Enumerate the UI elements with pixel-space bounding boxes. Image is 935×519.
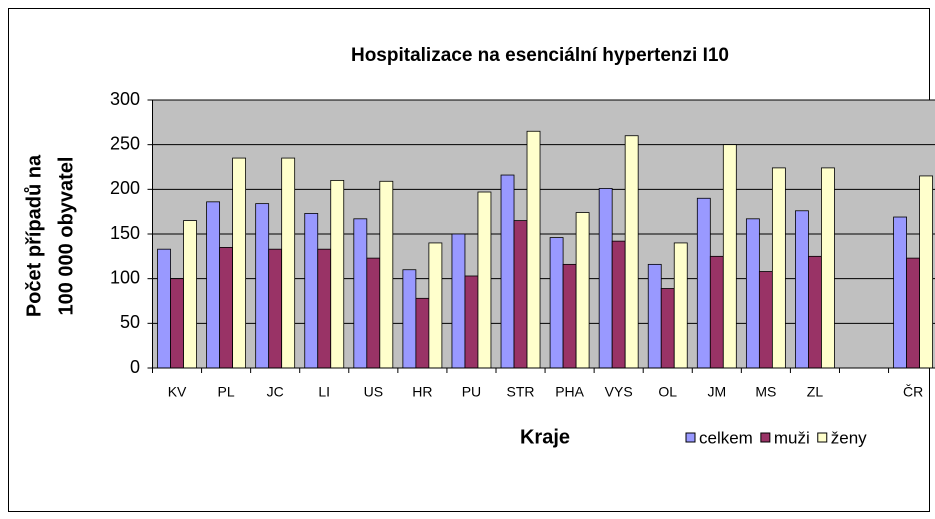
bar	[722, 144, 737, 369]
y-tick-label: 100	[110, 267, 140, 287]
y-tick-label: 50	[120, 312, 140, 332]
legend-label: ženy	[831, 428, 867, 447]
bar	[598, 188, 613, 369]
bar	[170, 278, 184, 369]
bar	[611, 240, 626, 369]
bar	[500, 174, 515, 369]
bar	[562, 263, 577, 369]
legend-label: muži	[774, 428, 810, 447]
bar	[451, 233, 466, 369]
bar	[893, 216, 907, 369]
y-tick-label: 300	[110, 89, 140, 109]
bar	[673, 242, 688, 369]
x-tick-label: PU	[462, 384, 481, 400]
bar	[415, 297, 430, 369]
x-tick-label: LI	[318, 384, 330, 400]
bar	[402, 269, 417, 369]
bar	[906, 257, 920, 369]
bar	[647, 263, 662, 369]
bar	[477, 191, 492, 369]
bar	[549, 237, 564, 369]
y-axis-label: 100 000 obyvatel	[55, 157, 77, 316]
bar	[219, 246, 234, 369]
bar	[464, 275, 479, 369]
x-tick-label: JC	[267, 384, 284, 400]
x-tick-label: STR	[507, 384, 535, 400]
bar	[821, 167, 835, 369]
x-tick-label: PHA	[555, 384, 584, 400]
bar	[771, 167, 786, 369]
bar	[232, 157, 247, 369]
bar	[183, 220, 197, 369]
bar	[795, 210, 809, 369]
legend-label: celkem	[699, 428, 753, 447]
bar	[330, 179, 345, 369]
bar	[709, 255, 724, 369]
bar	[919, 175, 933, 369]
x-tick-label: ZL	[807, 384, 824, 400]
bar	[624, 135, 639, 369]
legend-swatch	[817, 432, 828, 443]
x-tick-label: JM	[707, 384, 726, 400]
bar	[206, 201, 221, 369]
bar	[526, 130, 541, 369]
x-tick-label: KV	[168, 384, 187, 400]
bar	[317, 248, 332, 369]
x-tick-label: PL	[218, 384, 235, 400]
bar	[513, 220, 528, 369]
x-axis-label: Kraje	[520, 426, 570, 448]
bar	[575, 212, 590, 369]
bar	[353, 218, 368, 369]
bar	[660, 288, 675, 369]
y-tick-label: 250	[110, 133, 140, 153]
bar	[379, 180, 394, 369]
x-tick-label: VYS	[605, 384, 633, 400]
bar	[366, 257, 381, 369]
chart-title: Hospitalizace na esenciální hypertenzi I…	[351, 45, 729, 66]
bar	[304, 213, 319, 369]
bar	[157, 248, 171, 369]
x-tick-label: ČR	[903, 384, 923, 400]
bar	[696, 197, 711, 369]
x-tick-label: OL	[658, 384, 677, 400]
legend-swatch	[760, 432, 771, 443]
bar	[745, 218, 760, 369]
bar	[268, 248, 283, 369]
bar	[428, 242, 443, 369]
bar	[255, 203, 270, 369]
y-tick-label: 150	[110, 223, 140, 243]
bar	[281, 157, 296, 369]
y-axis-label: Počet případů na	[23, 154, 45, 317]
x-tick-label: MS	[755, 384, 776, 400]
bar	[808, 255, 822, 369]
y-tick-label: 200	[110, 178, 140, 198]
x-tick-label: US	[364, 384, 383, 400]
bar	[758, 271, 773, 369]
y-tick-label: 0	[130, 357, 140, 377]
legend-swatch	[685, 432, 696, 443]
x-tick-label: HR	[412, 384, 432, 400]
